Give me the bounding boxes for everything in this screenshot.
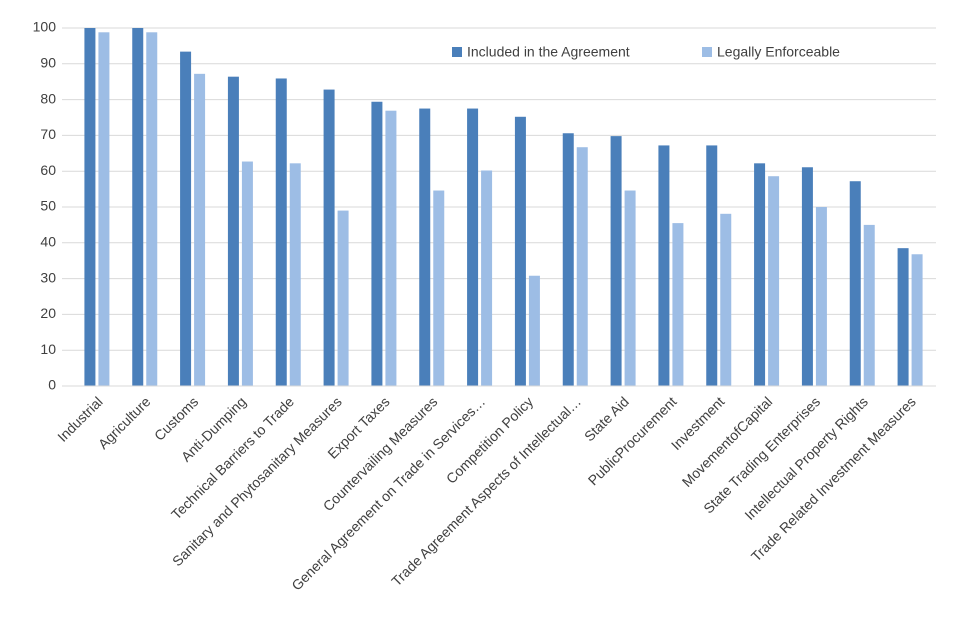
legend-swatch (452, 47, 462, 57)
bar (241, 161, 253, 386)
bar (467, 108, 479, 387)
y-tick-label: 60 (40, 162, 56, 178)
bar (610, 136, 622, 386)
bar (576, 147, 588, 386)
y-tick-label: 0 (48, 377, 56, 393)
y-tick-label: 20 (40, 305, 56, 321)
bar (337, 210, 349, 386)
y-tick-label: 90 (40, 55, 56, 71)
y-tick-label: 100 (33, 19, 57, 35)
bar (672, 223, 684, 386)
bar (514, 116, 526, 386)
bar (481, 170, 493, 386)
x-tick-label: Competition Policy (443, 393, 536, 486)
y-tick-label: 50 (40, 198, 56, 214)
bar (528, 275, 540, 386)
legend-swatch (702, 47, 712, 57)
bar (385, 110, 397, 386)
bar (146, 32, 158, 387)
legend-label: Included in the Agreement (467, 44, 630, 60)
x-tick-label: Agriculture (95, 393, 154, 452)
legend-label: Legally Enforceable (717, 44, 840, 60)
bar (754, 163, 766, 386)
bar (419, 108, 431, 387)
y-tick-label: 80 (40, 90, 56, 106)
x-tick-label: PublicProcurement (585, 393, 680, 488)
y-tick-label: 70 (40, 126, 56, 142)
bar (562, 133, 574, 386)
bar (897, 248, 909, 386)
bar (706, 145, 718, 386)
bar (624, 190, 636, 386)
bar (720, 213, 732, 386)
bar (815, 207, 827, 386)
bar (911, 254, 923, 386)
bar (132, 28, 144, 386)
bar (289, 163, 301, 386)
x-tick-label: MovementofCapital (679, 393, 776, 490)
bar (863, 224, 875, 386)
bar (275, 78, 287, 386)
bar (227, 76, 239, 387)
y-tick-label: 10 (40, 341, 56, 357)
y-tick-label: 30 (40, 269, 56, 285)
x-tick-label: Sanitary and Phytosanitary Measures (169, 393, 345, 569)
bar (658, 145, 670, 386)
bar (849, 181, 861, 386)
bar (180, 51, 192, 387)
bar (84, 28, 96, 386)
bar (371, 101, 383, 387)
bar (801, 167, 813, 386)
bar (323, 89, 335, 387)
bar (768, 176, 780, 386)
bar (433, 190, 445, 386)
bar (194, 73, 206, 386)
bar (98, 32, 110, 387)
y-tick-label: 40 (40, 234, 56, 250)
